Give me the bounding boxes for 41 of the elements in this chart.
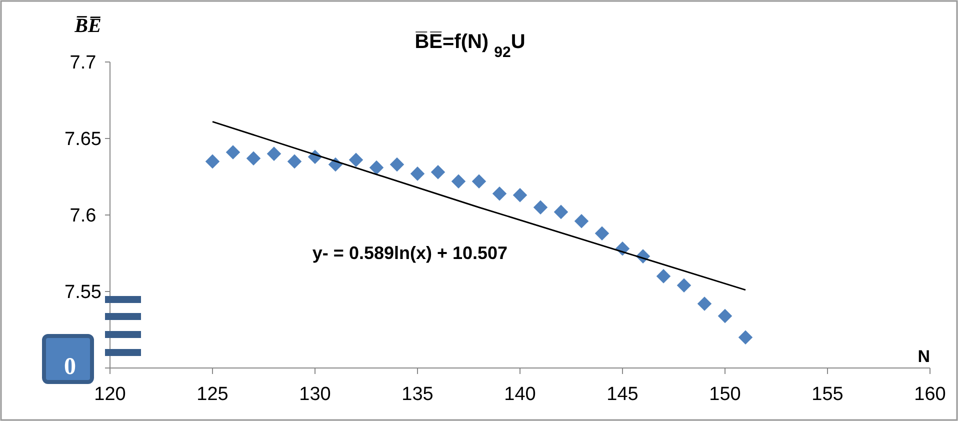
point (246, 151, 261, 166)
point (594, 226, 610, 240)
point (430, 165, 446, 180)
x-tick-label: 125 (196, 384, 228, 405)
point (738, 330, 753, 345)
point (226, 145, 240, 160)
text: 0 (64, 354, 76, 380)
point (533, 200, 548, 214)
point (554, 204, 568, 220)
point (205, 154, 220, 169)
y-tick-label: 7.6 (70, 206, 96, 227)
x-tick-label: 150 (709, 384, 741, 405)
point (451, 174, 466, 188)
point (574, 214, 589, 228)
y-tick-label: 7.65 (64, 129, 102, 150)
point (656, 269, 671, 284)
x-tick-label: 120 (94, 384, 126, 405)
x-tick-label: 145 (606, 384, 638, 405)
x-tick-label: 140 (504, 384, 536, 405)
y-tick-label: 7.7 (70, 52, 96, 74)
point (266, 146, 282, 161)
annotation: y- = 0.589ln(x) + 10.507 (312, 243, 508, 263)
point (676, 278, 692, 293)
x-axis-title: N (918, 347, 930, 366)
y-tick-label: 7.55 (64, 282, 102, 304)
x-tick-label: 160 (914, 384, 946, 405)
point (348, 152, 364, 168)
x-tick-label: 135 (402, 384, 434, 405)
point (472, 174, 486, 188)
point (697, 296, 712, 311)
chart-title: B̅E̅=f(N) $_{92}$U (414, 31, 526, 60)
point (492, 186, 507, 201)
y-axis-title: B̅E̅ (74, 15, 102, 37)
point (287, 154, 302, 169)
point (512, 188, 528, 202)
point (390, 157, 404, 172)
x-tick-label: 130 (299, 384, 331, 405)
point (369, 160, 384, 175)
point (718, 308, 732, 324)
x-tick-label: 155 (812, 384, 844, 405)
point (410, 166, 425, 181)
